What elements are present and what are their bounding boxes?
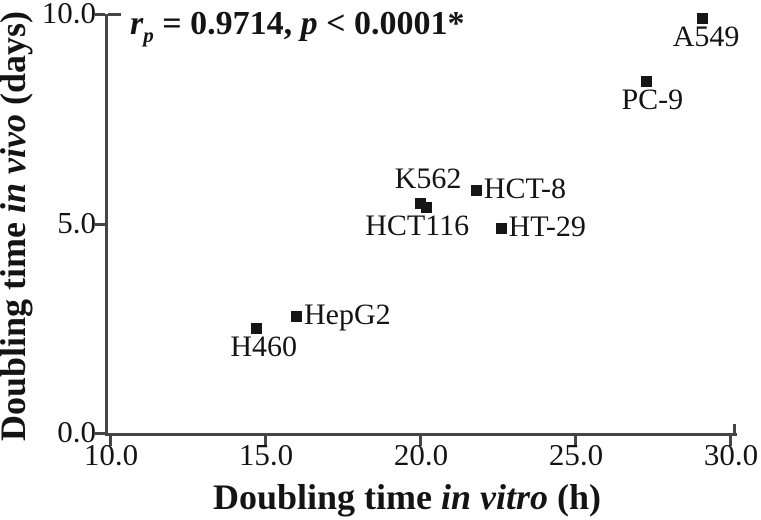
data-point-label: HT-29	[508, 209, 586, 243]
text-segment: Doubling time	[0, 221, 33, 442]
x-tick-mark	[574, 436, 577, 446]
x-tick-mark	[264, 436, 267, 446]
x-tick-label: 15.0	[238, 437, 294, 472]
data-point-marker	[641, 76, 653, 88]
y-tick-mark	[95, 432, 105, 435]
y-axis-title: Doubling time in vivo (days)	[0, 10, 33, 442]
data-point-label: A549	[672, 20, 740, 54]
correlation-annotation: rp = 0.9714, p < 0.0001*	[130, 5, 465, 46]
data-point-marker	[415, 197, 426, 209]
text-segment: in vivo	[0, 114, 33, 213]
text-segment: (days)	[0, 10, 33, 105]
text-segment: p	[300, 5, 318, 42]
x-axis-line	[105, 433, 737, 436]
text-segment: (h)	[548, 477, 602, 517]
x-tick-mark	[729, 436, 732, 446]
y-tick-mark	[95, 222, 105, 226]
y-tick-label: 10.0	[41, 0, 96, 30]
x-tick-label: 10.0	[83, 437, 139, 472]
text-segment: r	[130, 5, 144, 42]
text-segment: in vitro	[441, 477, 549, 517]
data-point-label: PC-9	[621, 83, 684, 117]
text-segment: < 0.0001*	[317, 5, 465, 42]
y-tick-label: 5.0	[57, 204, 96, 240]
data-point-label: H460	[230, 330, 298, 364]
text-segment: Doubling time	[212, 477, 442, 517]
x-tick-mark	[419, 436, 422, 446]
data-point-marker	[697, 13, 709, 25]
y-axis-end-cap	[108, 13, 121, 16]
data-point-marker	[470, 184, 482, 196]
x-axis-end-cap	[733, 424, 736, 433]
data-point-label: HepG2	[304, 297, 391, 331]
x-axis-title: Doubling time in vitro (h)	[213, 479, 601, 515]
data-point-label: HCT116	[365, 208, 470, 242]
data-point-label: K562	[394, 161, 462, 195]
text-segment: = 0.9714,	[153, 5, 301, 42]
y-tick-mark	[95, 13, 105, 16]
data-point-label: HCT-8	[483, 171, 567, 205]
data-point-marker	[291, 310, 302, 322]
y-tick-label: 0.0	[57, 414, 96, 449]
data-point-marker	[250, 323, 262, 335]
x-tick-label: 30.0	[703, 437, 759, 472]
x-tick-label: 25.0	[548, 437, 604, 472]
y-axis-line	[105, 14, 108, 436]
text-segment: p	[143, 22, 154, 47]
x-tick-label: 20.0	[393, 437, 449, 472]
data-point-marker	[421, 201, 433, 213]
x-tick-mark	[109, 436, 112, 446]
data-point-marker	[495, 222, 507, 234]
